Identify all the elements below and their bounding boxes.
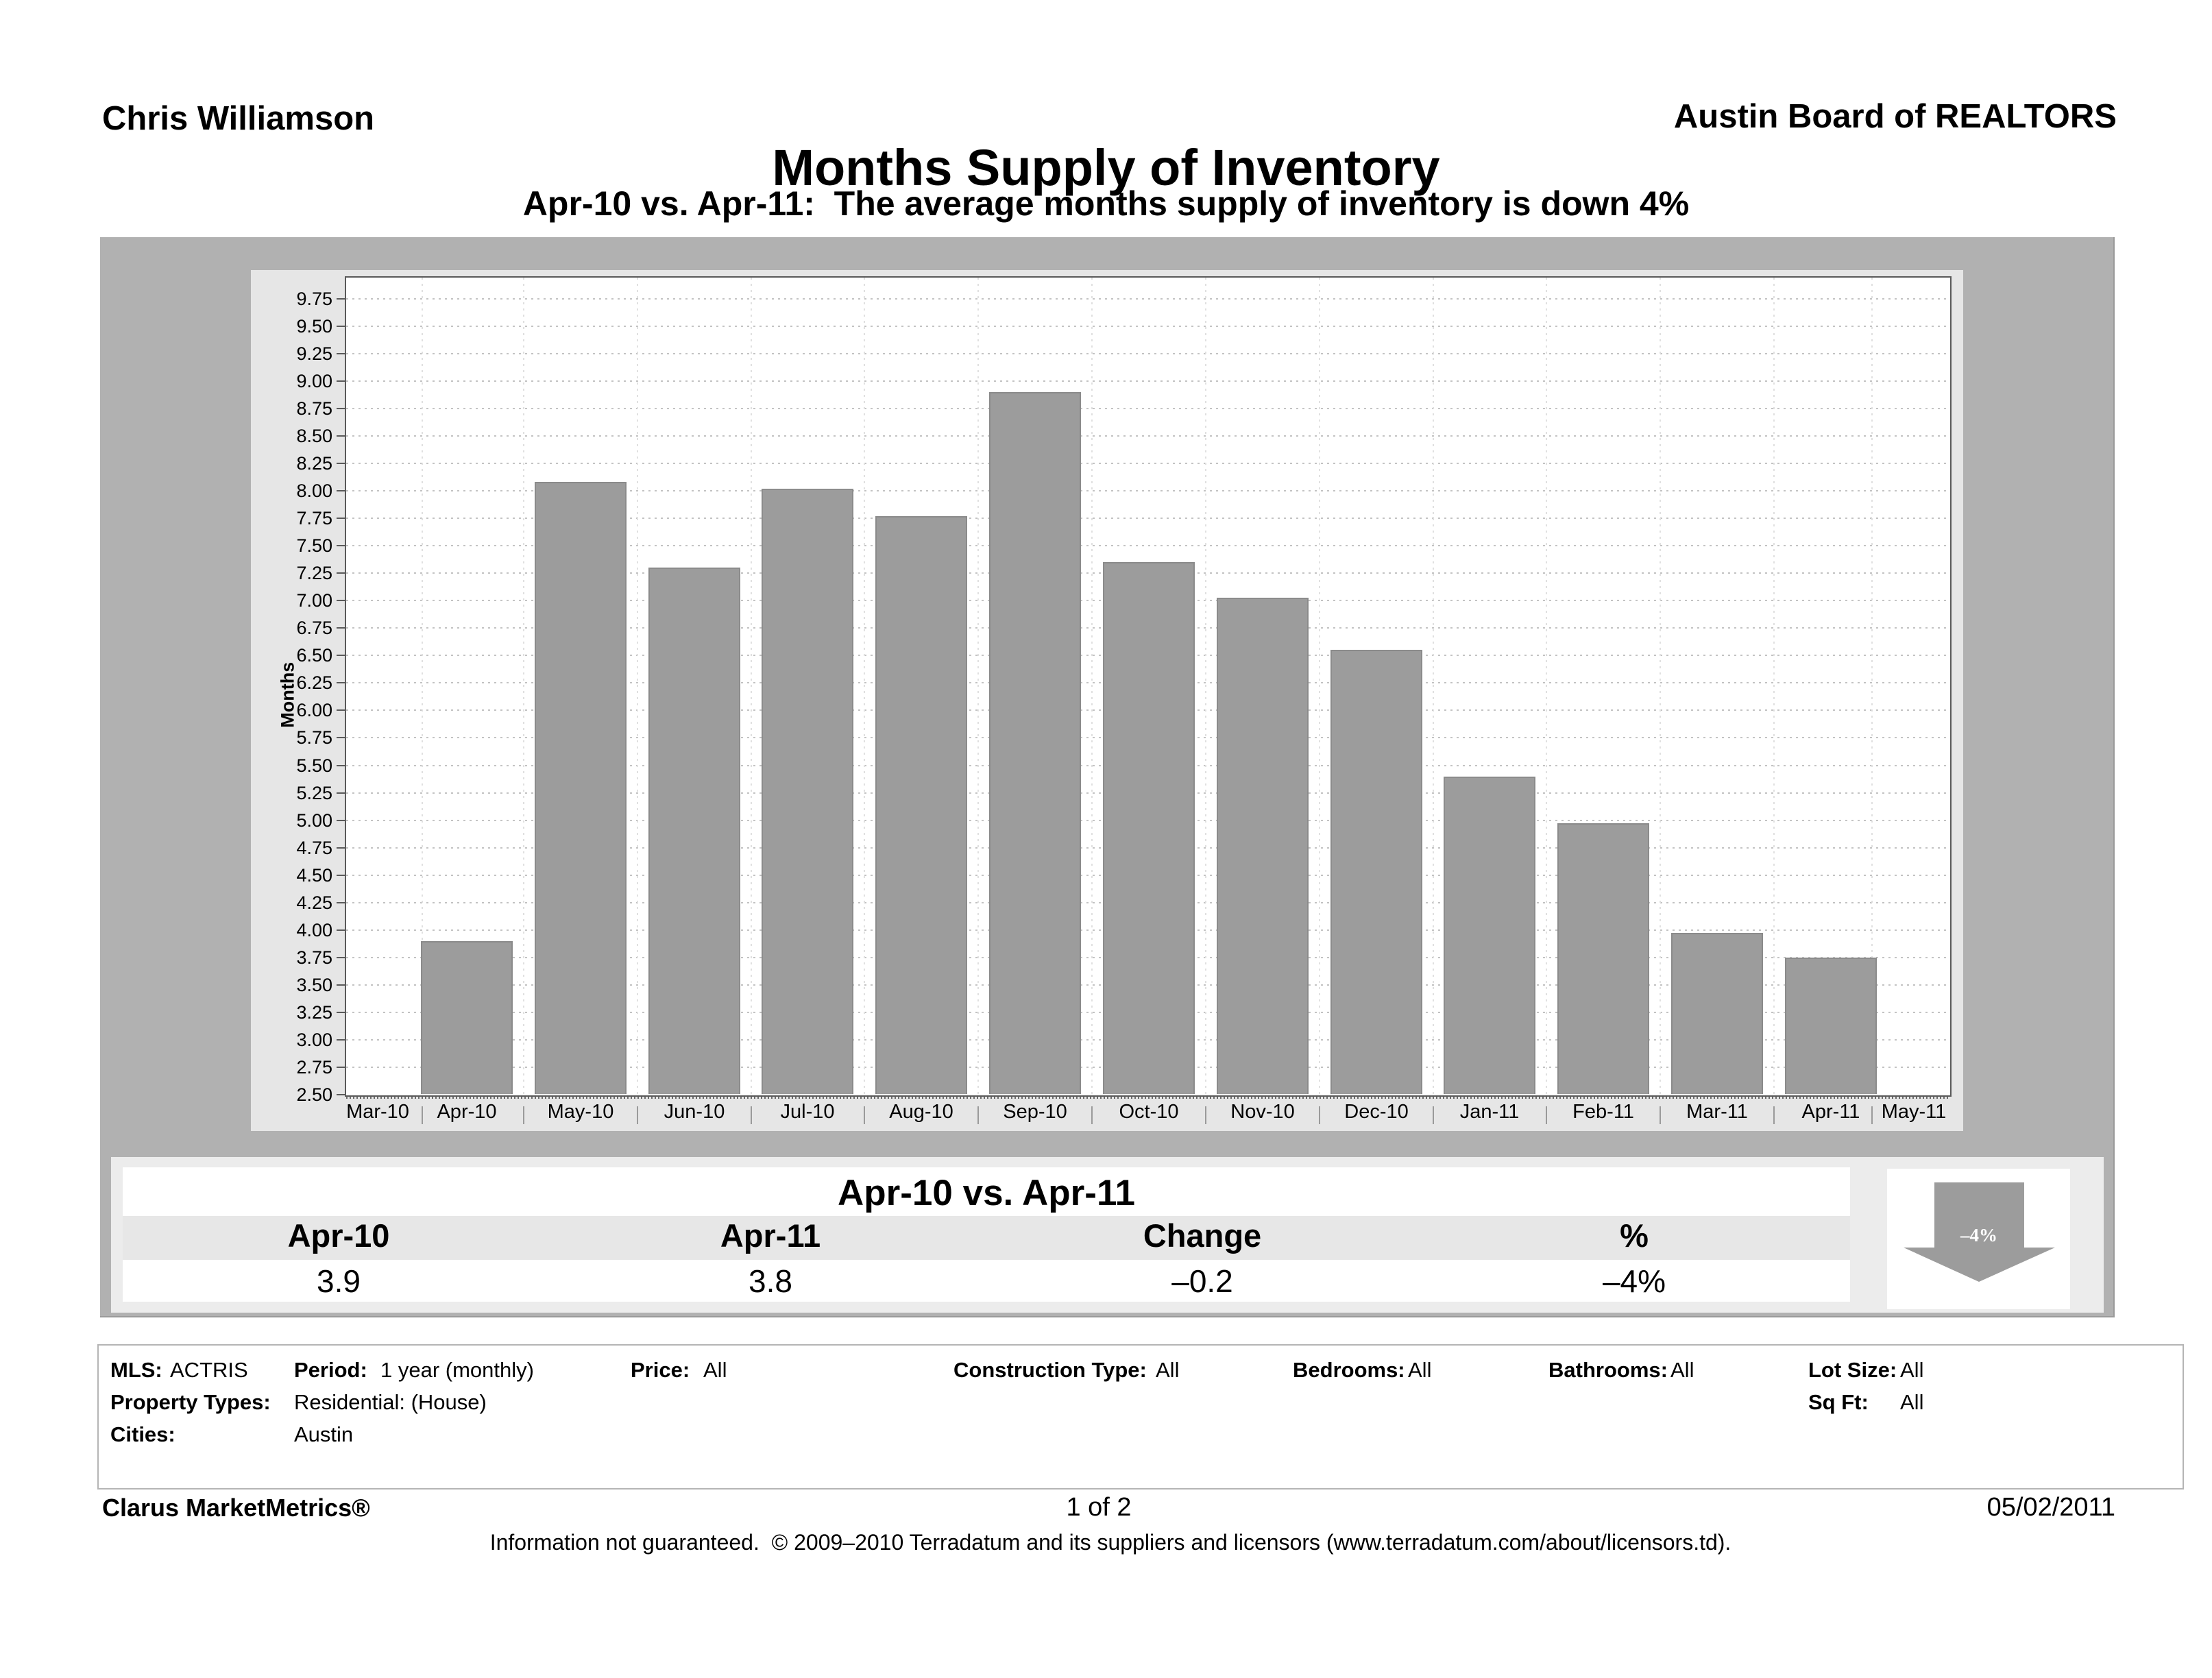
- svg-text:–4%: –4%: [1960, 1225, 1997, 1245]
